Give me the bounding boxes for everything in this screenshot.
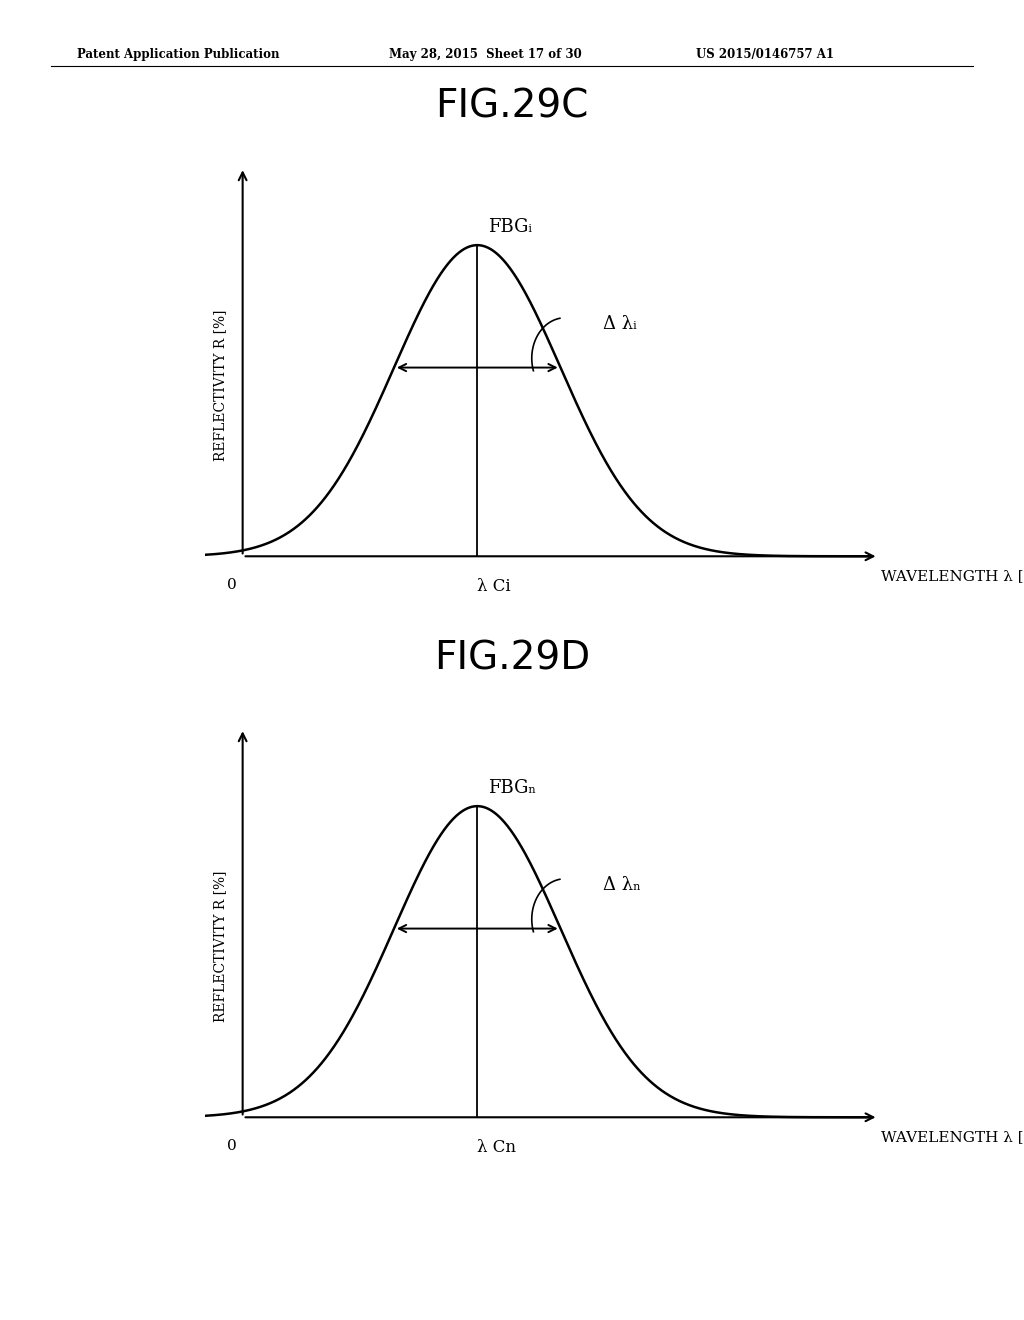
Text: May 28, 2015  Sheet 17 of 30: May 28, 2015 Sheet 17 of 30	[389, 48, 582, 61]
Text: Patent Application Publication: Patent Application Publication	[77, 48, 280, 61]
Text: REFLECTIVITY R [%]: REFLECTIVITY R [%]	[213, 870, 227, 1022]
Text: Δ λₙ: Δ λₙ	[603, 876, 641, 894]
Text: 0: 0	[227, 1139, 237, 1154]
Text: FIG.29C: FIG.29C	[435, 87, 589, 125]
Text: λ Cn: λ Cn	[477, 1139, 516, 1156]
Text: FIG.29D: FIG.29D	[434, 639, 590, 677]
Text: FBGₙ: FBGₙ	[487, 779, 536, 797]
Text: WAVELENGTH λ [nm]: WAVELENGTH λ [nm]	[882, 569, 1024, 582]
Text: Δ λᵢ: Δ λᵢ	[603, 315, 637, 333]
Text: US 2015/0146757 A1: US 2015/0146757 A1	[696, 48, 835, 61]
Text: λ Ci: λ Ci	[477, 578, 511, 595]
Text: FBGᵢ: FBGᵢ	[487, 218, 531, 236]
Text: WAVELENGTH λ [nm]: WAVELENGTH λ [nm]	[882, 1130, 1024, 1143]
Text: 0: 0	[227, 578, 237, 593]
Text: REFLECTIVITY R [%]: REFLECTIVITY R [%]	[213, 309, 227, 461]
